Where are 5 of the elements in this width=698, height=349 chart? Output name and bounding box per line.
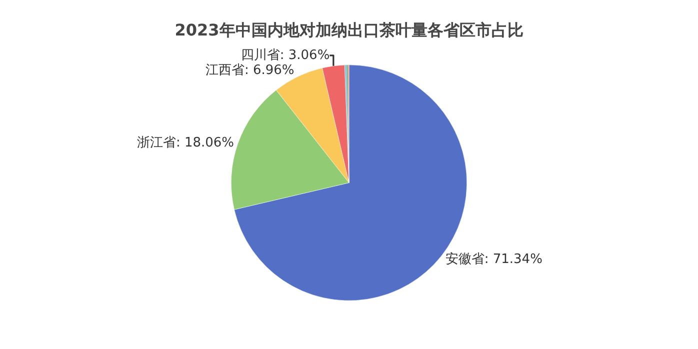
slice-label: 浙江省: 18.06% bbox=[136, 135, 234, 150]
chart-title: 2023年中国内地对加纳出口茶叶量各省区市占比 bbox=[174, 20, 524, 40]
slice-label: 四川省: 3.06% bbox=[240, 48, 330, 63]
slice-label: 江西省: 6.96% bbox=[205, 62, 294, 78]
slice-label: 安徽省: 71.34% bbox=[445, 251, 542, 268]
